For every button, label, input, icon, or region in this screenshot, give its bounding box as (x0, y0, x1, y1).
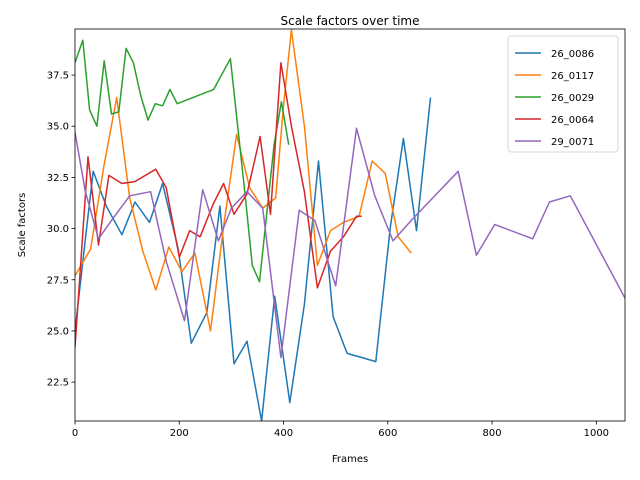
x-axis-label: Frames (332, 454, 368, 465)
series-line-26_0117 (75, 29, 412, 332)
y-tick-label: 25.0 (47, 326, 69, 337)
y-tick-label: 35.0 (47, 122, 69, 133)
series-layer (75, 29, 625, 421)
legend-label: 26_0064 (551, 115, 594, 126)
y-tick-label: 30.0 (47, 224, 69, 235)
y-tick-label: 22.5 (47, 378, 69, 389)
legend-label: 26_0086 (551, 49, 594, 60)
x-tick-label: 400 (274, 428, 293, 439)
series-line-26_0086 (75, 97, 432, 421)
y-tick-label: 32.5 (47, 173, 69, 184)
series-line-26_0064 (75, 62, 362, 348)
legend-label: 26_0117 (551, 71, 594, 82)
x-tick-label: 1000 (584, 428, 609, 439)
legend-box (507, 35, 619, 153)
legend: 26_0086 26_0117 26_0029 26_0064 29_0071 (507, 35, 619, 153)
plot-frame (74, 28, 626, 422)
series-line-29_0071 (75, 127, 625, 359)
axes-layer: 0 200 400 600 800 1000 22.5 25.0 27.5 30.0 32.5 35.… (47, 28, 626, 439)
x-tick-label: 200 (170, 428, 189, 439)
y-tick-label: 27.5 (47, 275, 69, 286)
x-tick-label: 600 (378, 428, 397, 439)
x-tick-label: 0 (72, 428, 78, 439)
chart-title: Scale factors over time (280, 14, 419, 28)
y-tick-label: 37.5 (47, 71, 69, 82)
legend-label: 29_0071 (551, 137, 594, 148)
y-axis-label: Scale factors (17, 193, 28, 258)
series-line-26_0029 (75, 39, 290, 283)
x-tick-label: 800 (483, 428, 502, 439)
legend-label: 26_0029 (551, 93, 594, 104)
